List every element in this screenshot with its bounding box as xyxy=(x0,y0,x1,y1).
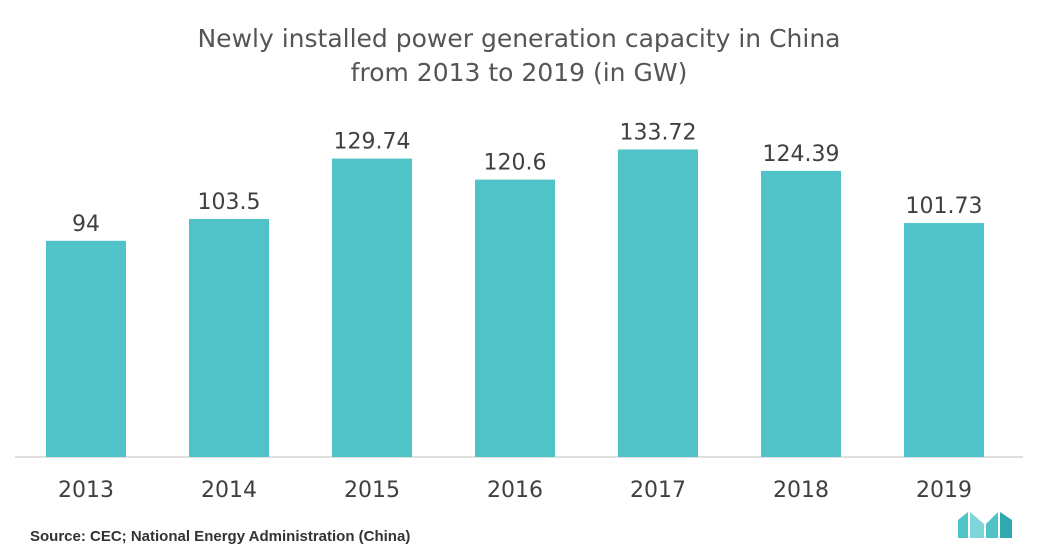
chart-title-line-1: Newly installed power generation capacit… xyxy=(197,24,841,53)
bar-2013 xyxy=(46,240,126,457)
bar-2019 xyxy=(904,223,984,457)
chart-title: Newly installed power generation capacit… xyxy=(0,22,1038,90)
data-label-2015: 129.74 xyxy=(334,130,411,155)
x-tick-label-2017: 2017 xyxy=(630,478,686,503)
mordor-intelligence-logo-icon xyxy=(958,512,1012,538)
bar-2016 xyxy=(475,179,555,457)
bar-chart: 94 2013 103.5 2014 129.74 2015 120.6 2016 133.72… xyxy=(15,120,1023,503)
x-tick-label-2018: 2018 xyxy=(773,478,829,503)
data-label-2017: 133.72 xyxy=(620,120,697,145)
x-tick-label-2019: 2019 xyxy=(916,478,972,503)
x-tick-label-2013: 2013 xyxy=(58,478,114,503)
bar-2017 xyxy=(618,149,698,457)
source-note: Source: CEC; National Energy Administrat… xyxy=(30,528,411,545)
bar-2015 xyxy=(332,158,412,457)
data-label-2014: 103.5 xyxy=(198,190,261,215)
data-label-2019: 101.73 xyxy=(906,194,983,219)
x-tick-label-2014: 2014 xyxy=(201,478,257,503)
data-label-2016: 120.6 xyxy=(484,151,547,176)
bar-2014 xyxy=(189,218,269,457)
x-tick-label-2015: 2015 xyxy=(344,478,400,503)
data-label-2018: 124.39 xyxy=(763,142,840,167)
chart-title-line-2: from 2013 to 2019 (in GW) xyxy=(350,58,688,87)
x-tick-label-2016: 2016 xyxy=(487,478,543,503)
bar-2018 xyxy=(761,170,841,457)
data-label-2013: 94 xyxy=(72,212,100,237)
